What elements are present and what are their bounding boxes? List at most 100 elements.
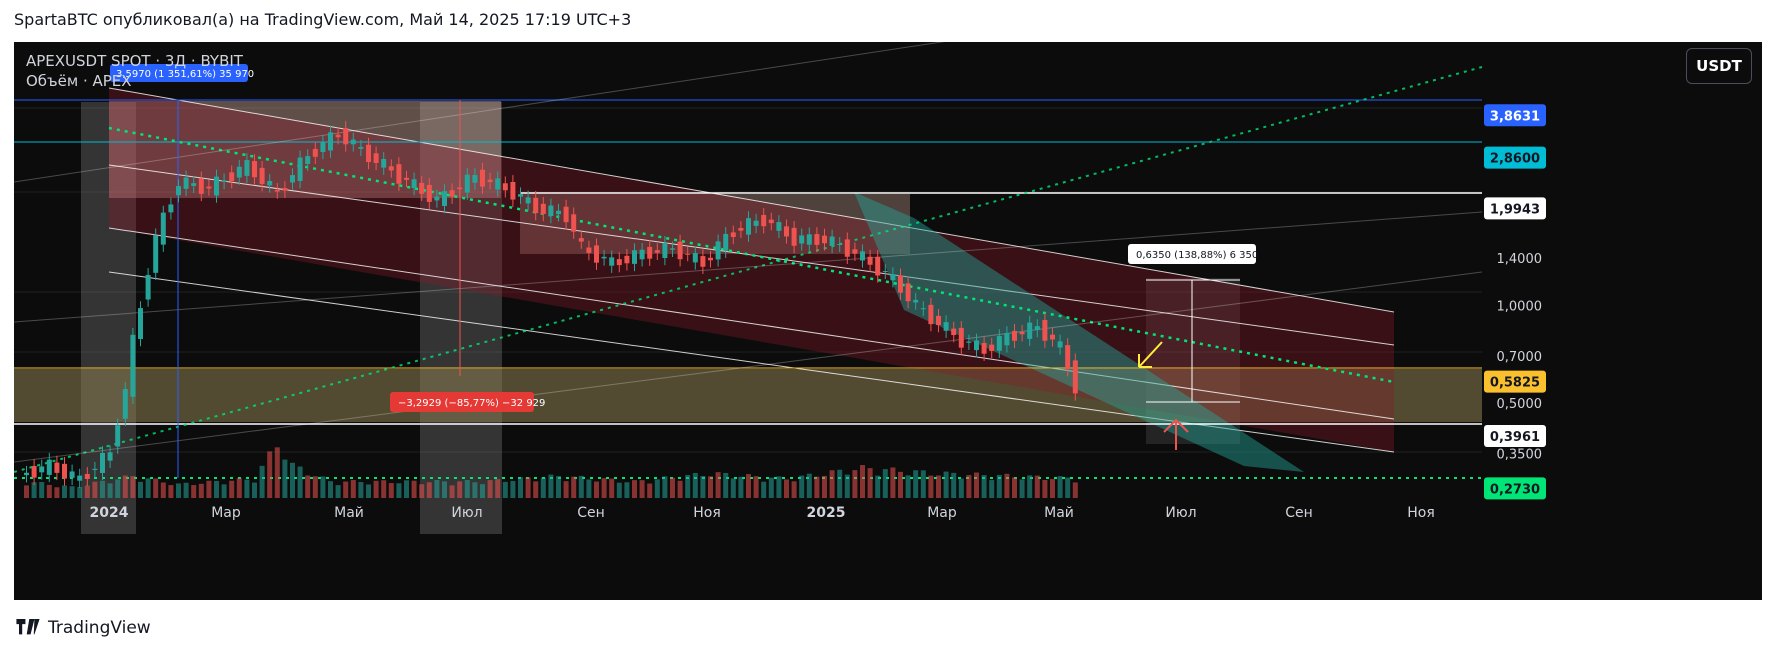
candle-body	[806, 234, 812, 245]
candle-body	[852, 249, 858, 254]
volume-bar	[160, 482, 166, 498]
candle-body	[768, 219, 774, 224]
volume-bar	[624, 482, 630, 498]
volume-bar	[77, 487, 83, 498]
candle-body	[1019, 331, 1025, 335]
candle-body	[654, 250, 660, 253]
volume-bar	[145, 478, 151, 498]
candle-body	[244, 160, 250, 176]
candle-body	[350, 139, 356, 145]
currency-button[interactable]: USDT	[1686, 48, 1752, 84]
volume-bar	[662, 476, 668, 498]
candle-body	[84, 473, 90, 479]
candle-body	[738, 228, 744, 231]
volume-bar	[571, 476, 577, 498]
candle-body	[670, 248, 675, 250]
candle-body	[540, 203, 546, 215]
volume-bar	[442, 481, 447, 498]
volume-bar	[426, 482, 432, 498]
volume-bar	[92, 481, 98, 498]
y-tick-label: 0,5000	[1497, 397, 1543, 412]
candle-body	[814, 234, 820, 245]
volume-legend[interactable]: Объём · APEX	[26, 72, 132, 90]
volume-bar	[882, 469, 888, 498]
volume-bar	[768, 477, 774, 498]
volume-bar	[480, 484, 485, 498]
measure-label-3: 0,6350 (138,88%) 6 350	[1128, 244, 1258, 264]
candle-body	[495, 178, 501, 190]
candle-body	[746, 218, 751, 235]
volume-bar	[46, 484, 52, 498]
volume-bar	[525, 477, 531, 498]
candle-body	[457, 187, 463, 190]
candle-body	[1050, 334, 1055, 340]
volume-bar	[989, 480, 995, 498]
candle-body	[107, 452, 113, 461]
volume-bar	[533, 481, 539, 498]
volume-bar	[928, 475, 934, 498]
candle-body	[1034, 326, 1040, 330]
volume-bar	[214, 481, 219, 498]
candle-body	[639, 249, 645, 260]
candle-body	[525, 197, 531, 204]
volume-bar	[31, 482, 37, 498]
volume-bar	[1042, 479, 1048, 498]
candle-body	[685, 253, 691, 255]
y-tick-label: 1,0000	[1497, 300, 1543, 315]
footer-brand[interactable]: TradingView	[14, 618, 151, 638]
candle-body	[571, 214, 577, 232]
volume-bar	[404, 480, 409, 498]
volume-bar	[100, 480, 105, 498]
price-tag: 0,5825	[1484, 370, 1546, 393]
price-tag: 2,8600	[1484, 146, 1546, 169]
candle-body	[335, 134, 341, 138]
volume-bar	[578, 475, 584, 498]
volume-bar	[837, 469, 843, 498]
volume-bar	[806, 473, 812, 498]
descending-channel	[109, 88, 1394, 452]
x-tick-label: Сен	[577, 505, 605, 521]
measure-text: 3,5970 (1 351,61%) 35 970	[116, 69, 254, 80]
candle-body	[905, 283, 911, 302]
candle-body	[46, 459, 52, 475]
symbol-legend[interactable]: APEXUSDT SPOT · 3Д · BYBIT	[26, 52, 243, 70]
time-axis[interactable]: 2024 Мар Май Июл Сен Ноя 2025 Мар Май Июл Сен Ноя	[90, 505, 1435, 521]
volume-bar	[1019, 479, 1025, 498]
candle-body	[700, 256, 706, 267]
volume-bar	[24, 485, 29, 498]
volume-bar	[198, 483, 204, 498]
candle-body	[77, 475, 83, 481]
volume-bar	[39, 482, 45, 498]
candle-body	[69, 471, 75, 478]
volume-bar	[829, 470, 835, 498]
publisher-header: SpartaBTC опубликовал(а) на TradingView.…	[14, 10, 632, 29]
volume-bar	[290, 462, 295, 498]
candle-body	[708, 257, 713, 261]
chart-panel[interactable]: 3,5970 (1 351,61%) 35 970 −3,2929 (−85,7…	[14, 42, 1762, 600]
candle-body	[829, 236, 835, 246]
candle-body	[936, 315, 941, 326]
candle-body	[601, 256, 607, 259]
measure-text: −3,2929 (−85,77%) −32 929	[398, 398, 545, 409]
candle-body	[160, 212, 166, 245]
candle-body	[487, 179, 493, 183]
price-tag-text: 0,2730	[1490, 482, 1540, 497]
measure-label-1: 3,5970 (1 351,61%) 35 970	[110, 64, 254, 82]
volume-bar	[191, 485, 197, 498]
volume-bar	[951, 472, 957, 498]
candle-body	[730, 232, 736, 237]
chart-canvas[interactable]: 3,5970 (1 351,61%) 35 970 −3,2929 (−85,7…	[14, 42, 1762, 600]
x-tick-label: Май	[1044, 505, 1074, 521]
volume-bar	[244, 479, 250, 498]
volume-bar	[784, 479, 789, 498]
volume-bar	[548, 474, 554, 498]
x-tick-label: Ноя	[1407, 505, 1435, 521]
volume-bar	[396, 483, 402, 498]
volume-bar	[890, 467, 896, 498]
candle-body	[426, 184, 432, 202]
volume-bar	[282, 459, 288, 498]
candle-body	[966, 341, 972, 343]
volume-bar	[685, 475, 691, 498]
candle-body	[958, 327, 964, 348]
candle-body	[183, 177, 189, 189]
